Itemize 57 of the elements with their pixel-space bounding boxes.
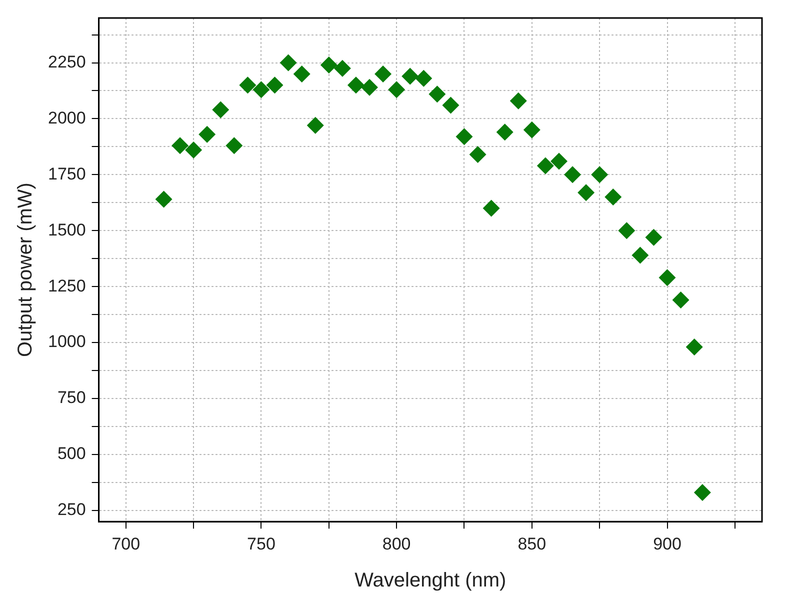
y-tick-label: 1250 bbox=[48, 276, 86, 296]
point bbox=[632, 246, 649, 264]
y-tick-label: 500 bbox=[57, 444, 86, 464]
point bbox=[172, 137, 189, 154]
point bbox=[550, 152, 568, 170]
y-tick-label: 1500 bbox=[48, 220, 86, 240]
point bbox=[645, 228, 662, 246]
x-tick-label: 700 bbox=[112, 534, 140, 554]
point bbox=[198, 126, 216, 143]
y-tick-label: 2000 bbox=[48, 108, 86, 128]
point bbox=[239, 76, 256, 94]
point bbox=[442, 96, 460, 114]
point bbox=[510, 92, 527, 110]
point bbox=[618, 222, 636, 240]
point bbox=[402, 68, 419, 85]
point bbox=[361, 78, 378, 96]
point bbox=[374, 65, 392, 82]
x-tick-label: 850 bbox=[518, 534, 546, 554]
point bbox=[523, 121, 540, 138]
y-axis-title: Output power (mW) bbox=[14, 182, 37, 358]
point bbox=[564, 166, 582, 184]
point bbox=[536, 157, 554, 174]
point bbox=[266, 76, 284, 94]
point bbox=[226, 137, 243, 154]
point bbox=[456, 128, 473, 146]
point bbox=[388, 81, 406, 98]
point bbox=[428, 86, 446, 103]
x-tick-label: 900 bbox=[653, 534, 682, 554]
point bbox=[686, 338, 703, 356]
x-tick-label: 800 bbox=[382, 534, 411, 554]
point bbox=[496, 124, 514, 141]
point bbox=[591, 166, 608, 184]
point bbox=[672, 292, 690, 309]
point bbox=[212, 101, 230, 118]
point bbox=[280, 54, 297, 72]
point bbox=[293, 65, 310, 82]
point bbox=[155, 190, 172, 208]
y-tick-label: 750 bbox=[57, 388, 86, 408]
point bbox=[482, 200, 500, 217]
point bbox=[578, 184, 595, 202]
y-tick-label: 1750 bbox=[48, 164, 86, 184]
point bbox=[469, 146, 486, 164]
y-tick-label: 250 bbox=[57, 500, 86, 520]
x-axis-title: Wavelenght (nm) bbox=[354, 570, 506, 592]
point bbox=[334, 60, 351, 77]
x-tick-label: 750 bbox=[247, 534, 276, 554]
point bbox=[658, 269, 676, 286]
point bbox=[604, 188, 622, 206]
point bbox=[415, 70, 432, 87]
y-tick-label: 1000 bbox=[48, 332, 86, 352]
y-tick-label: 2250 bbox=[48, 52, 86, 72]
point bbox=[694, 484, 711, 502]
point bbox=[320, 56, 338, 74]
point bbox=[306, 116, 324, 134]
point bbox=[185, 142, 202, 159]
point bbox=[347, 76, 364, 94]
point bbox=[252, 81, 270, 98]
